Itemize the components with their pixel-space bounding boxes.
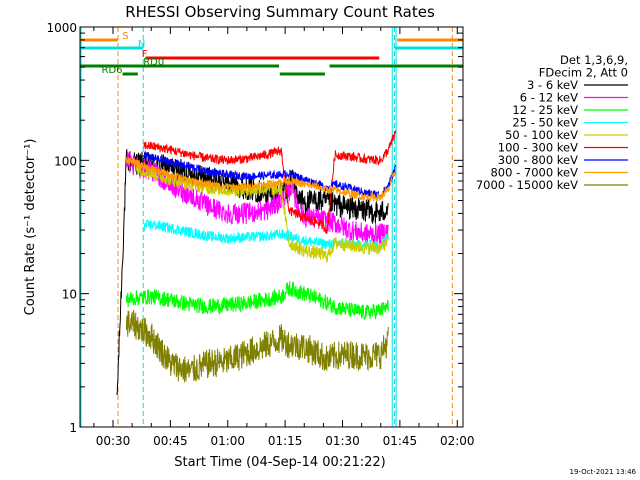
- x-tick-label: 00:45: [153, 434, 188, 448]
- y-tick-label: 1000: [46, 21, 77, 35]
- flag-label-rd0: RD0: [143, 57, 164, 68]
- y-tick-label: 100: [54, 154, 77, 168]
- plot-frame: [79, 26, 464, 428]
- x-axis-label: Start Time (04-Sep-14 00:21:22): [174, 455, 385, 470]
- series-line-300-800-kev: [143, 152, 397, 199]
- series-line-7000-15000-kev: [125, 310, 389, 383]
- x-tick-label: 01:45: [383, 434, 418, 448]
- series-line-50-100-kev: [135, 163, 389, 263]
- series-line-12-25-kev: [125, 280, 389, 321]
- series-line-100-300-kev: [143, 130, 397, 235]
- legend-entry-label: 50 - 100 keV: [505, 128, 578, 142]
- y-tick-label: 1: [69, 421, 77, 435]
- x-tick-label: 01:15: [268, 434, 303, 448]
- flag-label-rd6: RD6: [102, 65, 123, 76]
- legend-entry-label: 800 - 7000 keV: [490, 166, 578, 180]
- x-tick-label: 00:30: [96, 434, 131, 448]
- legend-entry-label: 25 - 50 keV: [512, 116, 578, 130]
- legend-entry-label: 7000 - 15000 keV: [476, 178, 578, 192]
- y-tick-label: 10: [62, 288, 77, 302]
- legend-entry-label: 3 - 6 keV: [527, 78, 578, 92]
- flag-label-n: N: [138, 39, 145, 50]
- chart-title: RHESSI Observing Summary Count Rates: [125, 3, 435, 21]
- legend-entry-label: 12 - 25 keV: [512, 103, 578, 117]
- x-tick-label: 01:00: [210, 434, 245, 448]
- legend-header-line-1: FDecim 2, Att 0: [539, 66, 628, 80]
- legend-entry-label: 100 - 300 keV: [498, 141, 578, 155]
- flag-label-s: S: [122, 31, 128, 42]
- legend-entry-label: 300 - 800 keV: [498, 153, 578, 167]
- x-tick-label: 01:30: [325, 434, 360, 448]
- legend-header-line-0: Det 1,3,6,9,: [560, 53, 628, 67]
- x-tick-label: 02:00: [440, 434, 475, 448]
- y-axis-label: Count Rate (s⁻¹ detector⁻¹): [23, 139, 38, 316]
- series-line-800-7000-kev: [125, 157, 397, 203]
- legend-entry-label: 6 - 12 keV: [520, 91, 578, 105]
- flag-label-f: F: [142, 49, 148, 60]
- footer-date: 19-Oct-2021 13:46: [570, 468, 637, 476]
